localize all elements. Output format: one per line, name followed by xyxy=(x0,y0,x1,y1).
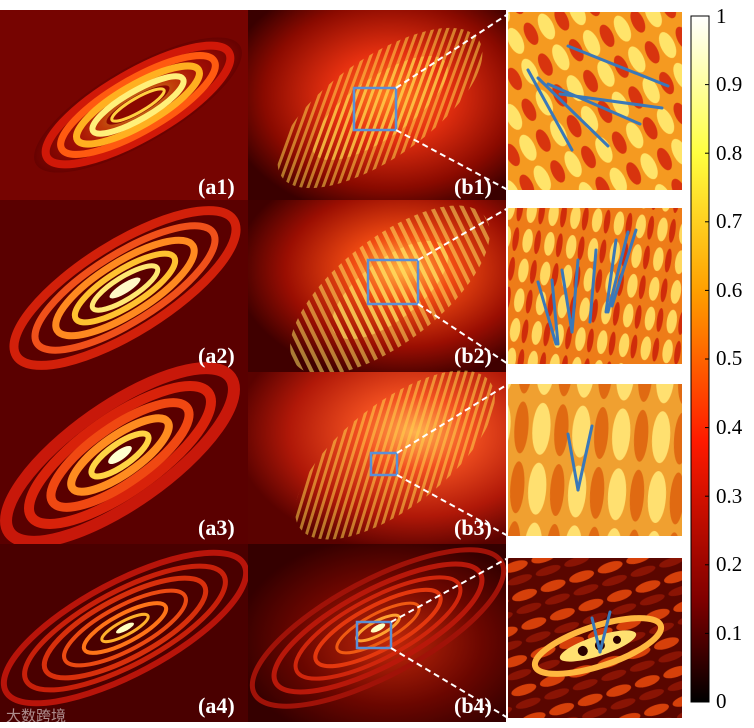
panel-label-b1: (b1) xyxy=(454,174,492,199)
zoom-panel-3 xyxy=(508,384,682,536)
colorbar-tick: 0.7 xyxy=(716,209,743,233)
colorbar-tick: 0.8 xyxy=(716,141,743,165)
panel-label-a2: (a2) xyxy=(198,343,235,368)
panel-b4 xyxy=(248,544,507,722)
panel-label-b2: (b2) xyxy=(454,343,492,368)
zoom-panel-1 xyxy=(508,12,682,190)
colorbar-tick: 1 xyxy=(716,4,727,28)
panel-a4 xyxy=(0,544,250,722)
zoom-panel-2 xyxy=(508,208,682,364)
annotation-lines-3 xyxy=(566,424,594,492)
roi-box-b1 xyxy=(352,86,398,132)
colorbar-tick: 0.3 xyxy=(716,484,743,508)
panel-b1 xyxy=(248,10,506,200)
panel-label-b4: (b4) xyxy=(454,693,492,718)
colorbar-tick: 0.2 xyxy=(716,552,743,576)
annotation-lines-1 xyxy=(526,44,670,152)
panel-label-a1: (a1) xyxy=(198,174,235,199)
panel-a1 xyxy=(0,10,248,200)
panel-b2 xyxy=(248,200,506,375)
colorbar-tick: 0.6 xyxy=(716,278,743,302)
panel-b3 xyxy=(248,370,506,544)
colorbar-tick: 0.1 xyxy=(716,621,743,645)
watermark: 大数跨境 xyxy=(6,707,67,725)
colorbar-tick: 0.4 xyxy=(716,415,743,439)
panel-label-a3: (a3) xyxy=(198,515,235,540)
roi-box-b3 xyxy=(369,451,399,477)
colorbar-tick: 0 xyxy=(716,689,727,713)
annotation-lines-2 xyxy=(536,228,638,346)
panel-a3 xyxy=(0,362,248,548)
panel-label-b3: (b3) xyxy=(454,515,492,540)
annotation-lines-4 xyxy=(590,610,612,654)
colorbar-tick: 0.9 xyxy=(716,72,743,96)
colorbar-tick: 0.5 xyxy=(716,346,743,370)
roi-box-b4 xyxy=(355,620,393,650)
zoom-panel-4 xyxy=(508,558,682,718)
dashed-connectors xyxy=(390,13,509,719)
panel-label-a4: (a4) xyxy=(198,693,235,718)
panel-a2 xyxy=(0,200,248,372)
roi-box-b2 xyxy=(366,258,420,306)
colorbar xyxy=(690,15,710,703)
